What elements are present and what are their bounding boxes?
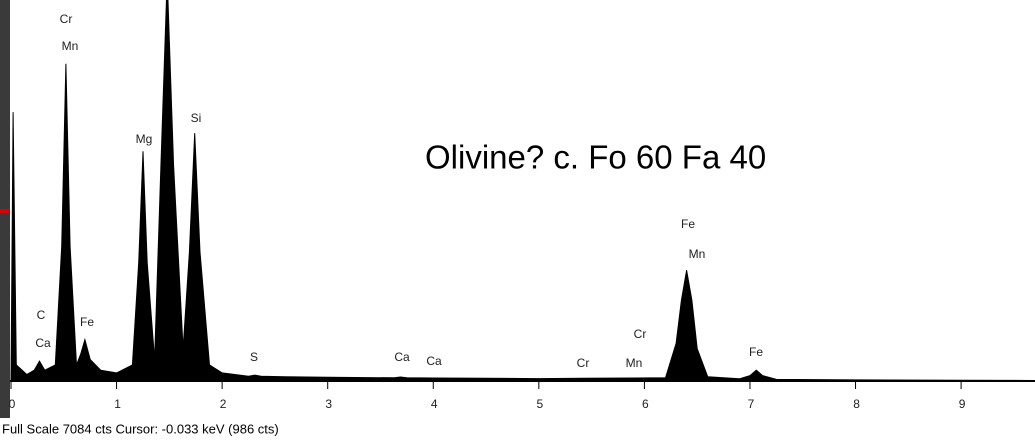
- x-tick-label: 8: [853, 397, 860, 411]
- side-image-strip: [0, 0, 10, 443]
- status-text: Full Scale 7084 cts Cursor: -0.033 keV (…: [2, 421, 279, 436]
- status-bar: [0, 418, 1035, 443]
- x-tick-label: 2: [220, 397, 227, 411]
- peak-label: Ca: [394, 350, 410, 364]
- peak-label: Mn: [626, 356, 643, 370]
- side-marker: [0, 209, 9, 213]
- plot-area: [10, 0, 1035, 381]
- x-tick-label: 6: [642, 397, 649, 411]
- x-tick-label: 0: [9, 397, 16, 411]
- peak-label: Fe: [80, 315, 94, 329]
- x-tick-label: 4: [431, 397, 438, 411]
- peak-label: Ca: [35, 336, 51, 350]
- x-tick-label: 7: [748, 397, 755, 411]
- x-tick-label: 3: [325, 397, 332, 411]
- peak-label: C: [37, 308, 46, 322]
- peak-label: Mg: [136, 132, 153, 146]
- peak-label: Mn: [62, 39, 79, 53]
- peak-label: Si: [191, 111, 202, 125]
- peak-label: Cr: [577, 356, 590, 370]
- annotation: Olivine? c. Fo 60 Fa 40: [425, 139, 766, 176]
- peak-label: Fe: [681, 217, 695, 231]
- spectrum: [10, 0, 1035, 381]
- peak-label: Fe: [749, 345, 763, 359]
- x-tick-label: 9: [959, 397, 966, 411]
- peak-label: Cr: [60, 12, 73, 26]
- x-tick-label: 5: [536, 397, 543, 411]
- peak-label: Cr: [634, 327, 647, 341]
- peak-label: Mn: [689, 247, 706, 261]
- x-tick-label: 1: [114, 397, 121, 411]
- peak-label: S: [250, 350, 258, 364]
- peak-label: Ca: [426, 354, 442, 368]
